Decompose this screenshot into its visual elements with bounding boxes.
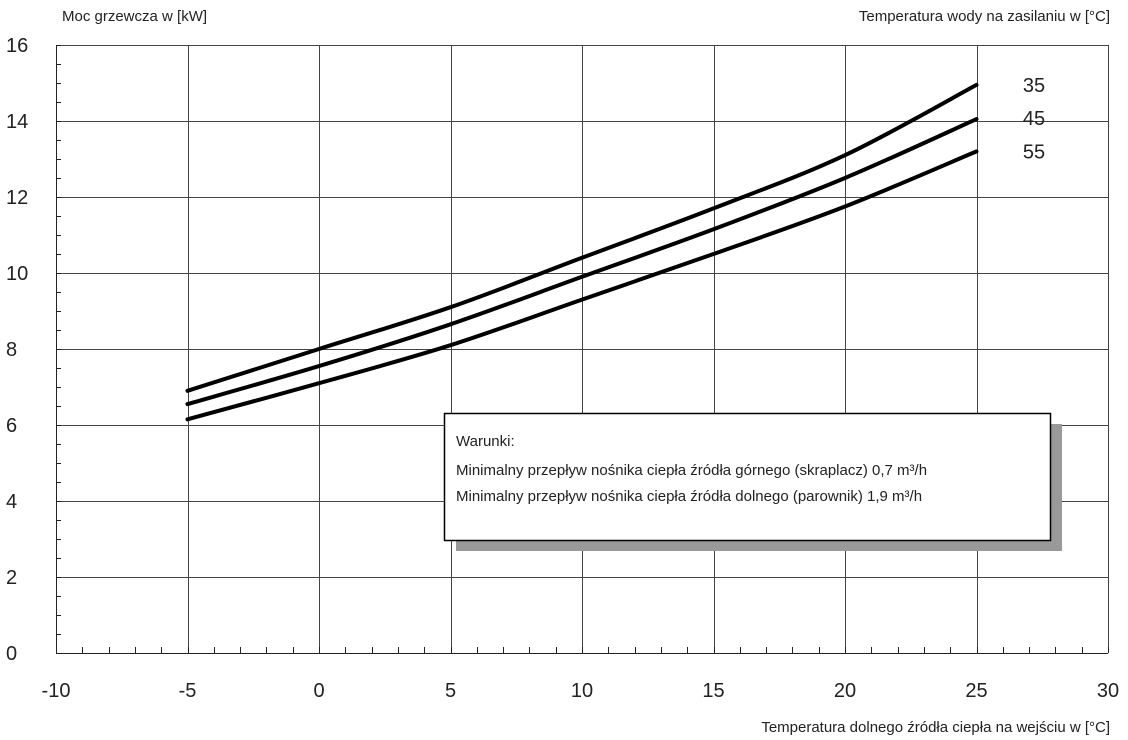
y-axis-title: Moc grzewcza w [kW] [62,8,207,25]
y-tick-label: 2 [6,567,17,589]
y-tick-label: 12 [6,187,28,209]
series-label-35: 35 [1023,75,1045,97]
x-tick-label: 0 [313,680,324,702]
x-tick-label: 5 [445,680,456,702]
x-tick-label: 30 [1097,680,1119,702]
y-tick-label: 8 [6,339,17,361]
conditions-box-frame [443,412,1052,542]
series-legend-title: Temperatura wody na zasilaniu w [°C] [859,8,1110,25]
conditions-box: Warunki: Minimalny przepływ nośnika ciep… [443,412,1062,551]
x-tick-label: 15 [702,680,724,702]
grid [56,45,1109,653]
series-line-35 [185,82,979,393]
series-line-55 [185,149,979,422]
series-line-45 [185,117,979,407]
x-tick-label: 10 [571,680,593,702]
x-tick-label: 25 [965,680,987,702]
y-tick-label: 16 [6,35,28,57]
y-tick-label: 10 [6,263,28,285]
x-tick-label: 20 [834,680,856,702]
conditions-line-condenser: Minimalny przepływ nośnika ciepła źródła… [456,462,927,479]
conditions-title: Warunki: [456,433,515,450]
x-tick-label: -10 [42,680,71,702]
x-axis-title: Temperatura dolnego źródła ciepła na wej… [761,719,1110,736]
series-label-55: 55 [1023,141,1045,163]
y-tick-label: 14 [6,111,28,133]
y-tick-label: 4 [6,491,17,513]
axes: 0 2 4 6 8 10 12 14 16 -10 -5 0 5 10 15 20 25 30 [6,35,1119,702]
series-label-45: 45 [1023,108,1045,130]
x-tick-label: -5 [179,680,197,702]
y-tick-label: 0 [6,643,17,665]
series-labels: 35 45 55 [1023,75,1045,163]
series-lines [185,82,979,422]
y-tick-label: 6 [6,415,17,437]
conditions-line-evaporator: Minimalny przepływ nośnika ciepła źródła… [456,488,922,505]
